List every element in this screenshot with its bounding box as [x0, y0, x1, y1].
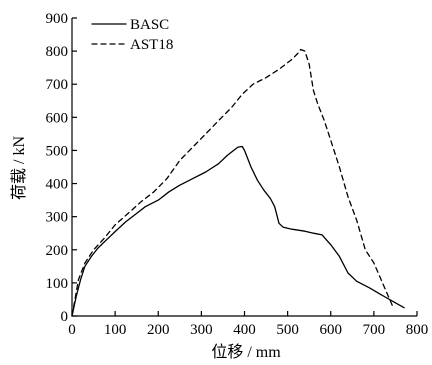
y-tick-label: 0	[61, 309, 69, 325]
y-axis-label: 荷载 / kN	[10, 136, 28, 200]
x-tick-label: 600	[320, 322, 343, 338]
y-tick-label: 200	[46, 243, 69, 259]
y-tick-label: 800	[46, 44, 69, 60]
x-tick-label: 0	[68, 322, 76, 338]
x-tick-label: 300	[190, 322, 213, 338]
x-tick-label: 800	[406, 322, 429, 338]
legend: BASC AST18	[91, 17, 173, 53]
axes: 0 100 200 300 400 500 600 700 800 0 100 200 300 400 50…	[46, 11, 429, 338]
y-tick-label: 300	[46, 210, 69, 226]
series-line-basc	[71, 145, 405, 317]
x-axis-label: 位移 / mm	[211, 343, 281, 361]
y-tick-label: 700	[46, 77, 69, 93]
x-tick-label: 400	[233, 322, 256, 338]
legend-label-ast18: AST18	[130, 37, 173, 53]
y-tick-label: 500	[46, 143, 69, 159]
y-tick-label: 900	[46, 11, 69, 27]
y-tick-label: 400	[46, 177, 69, 193]
x-tick-label: 500	[276, 322, 299, 338]
y-tick-label: 100	[46, 276, 69, 292]
y-tick-label: 600	[46, 110, 69, 126]
x-tick-label: 200	[147, 322, 170, 338]
x-tick-label: 100	[104, 322, 127, 338]
series-line-ast18	[71, 48, 394, 317]
x-tick-label: 700	[363, 322, 386, 338]
series-group	[71, 48, 405, 317]
legend-label-basc: BASC	[130, 17, 169, 33]
